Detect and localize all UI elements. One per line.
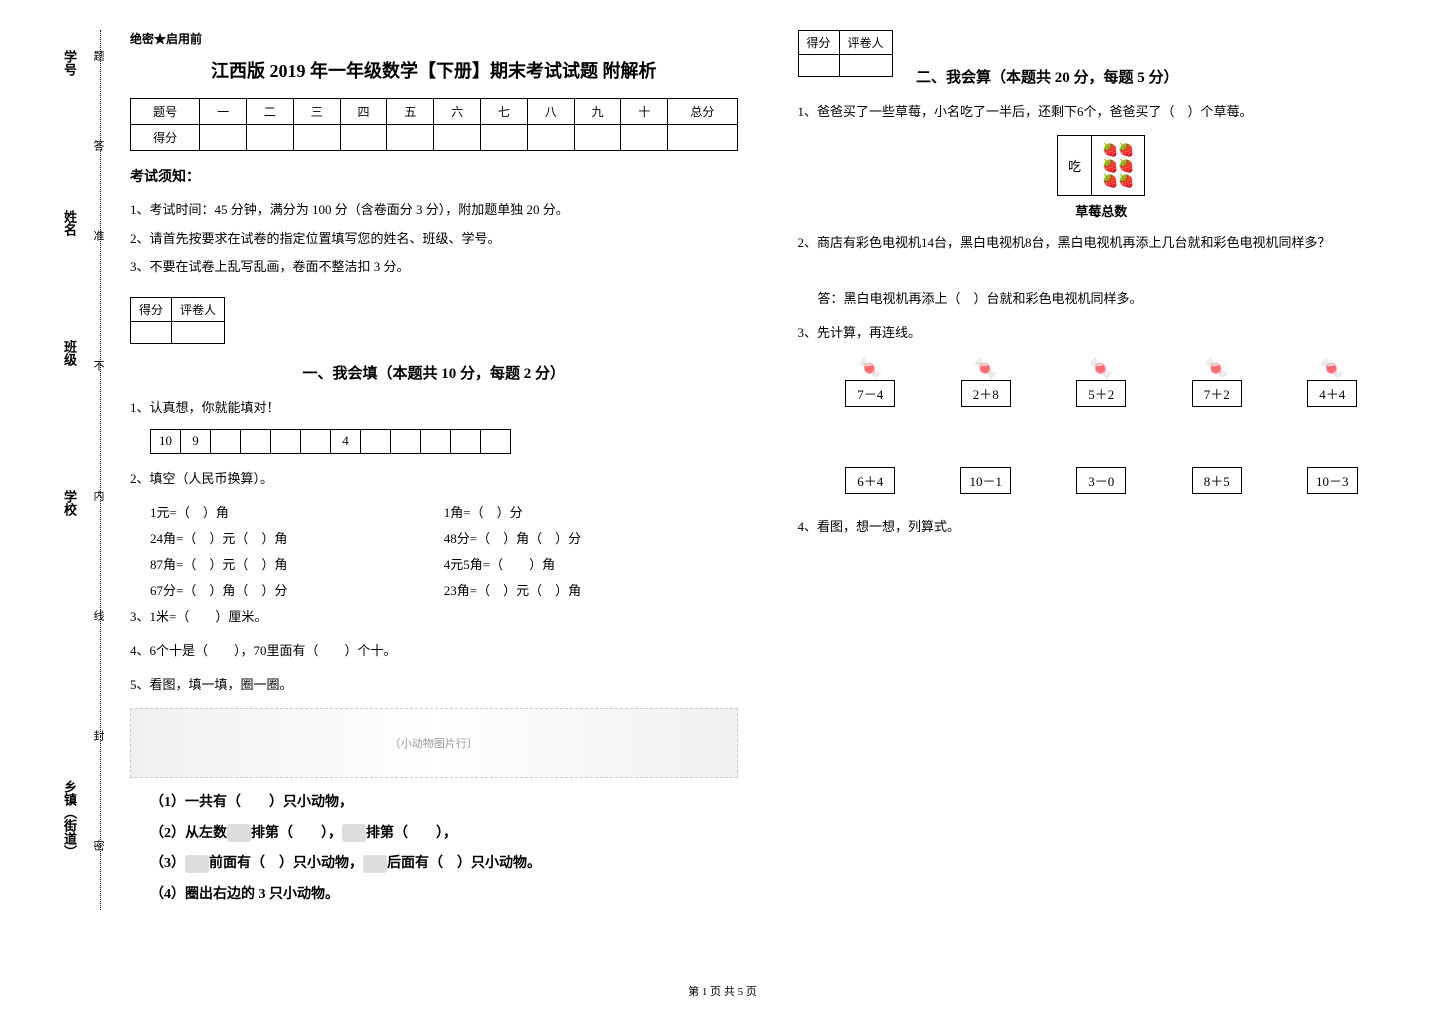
q1-4: 4、6个十是（ ），70里面有（ ）个十。 (130, 638, 738, 664)
grader-box-2: 得分 评卷人 (798, 30, 893, 77)
instructions-list: 1、考试时间：45 分钟，满分为 100 分（含卷面分 3 分），附加题单独 2… (130, 196, 738, 282)
marker-feng: 封 (90, 730, 106, 741)
page-footer: 第 1 页 共 5 页 (0, 983, 1445, 999)
sidebar-label-school: 学校 (60, 490, 79, 516)
money-item: 1角=（ ）分 (444, 500, 738, 526)
marker-da: 答 (90, 140, 106, 151)
match-top-row: 🍬 7－4 🍬 2＋8 🍬 5＋2 🍬 7＋2 🍬 4＋4 (818, 356, 1386, 407)
q1-1: 1、认真想，你就能填对！ (130, 395, 738, 421)
instruction-item: 1、考试时间：45 分钟，满分为 100 分（含卷面分 3 分），附加题单独 2… (130, 196, 738, 225)
marker-ti: 题 (90, 50, 106, 61)
match-item: 10－3 (1280, 467, 1386, 494)
marker-mi: 密 (90, 840, 106, 851)
animals-image: 〔小动物图片行〕 (130, 708, 738, 778)
sidebar-label-class: 班级 (60, 340, 79, 366)
q2-2-answer: 答：黑白电视机再添上（ ）台就和彩色电视机同样多。 (818, 286, 1406, 312)
candy-icon: 🍬 (1280, 356, 1386, 380)
score-table: 题号 一 二 三 四 五 六 七 八 九 十 总分 得分 (130, 98, 738, 151)
match-item: 🍬 4＋4 (1280, 356, 1386, 407)
money-conversion-grid: 1元=（ ）角 1角=（ ）分 24角=（ ）元（ ）角 48分=（ ）角（ ）… (150, 500, 738, 604)
strawberry-total-label: 草莓总数 (798, 201, 1406, 220)
money-item: 23角=（ ）元（ ）角 (444, 578, 738, 604)
eat-cell: 吃 (1058, 136, 1092, 196)
candy-icon: 🍬 (1049, 356, 1155, 380)
match-item: 🍬 2＋8 (933, 356, 1039, 407)
match-item: 8＋5 (1164, 467, 1270, 494)
animal-icon (185, 855, 209, 873)
match-item: 🍬 5＋2 (1049, 356, 1155, 407)
q2-3: 3、先计算，再连线。 (798, 320, 1406, 346)
money-item: 48分=（ ）角（ ）分 (444, 526, 738, 552)
q1-5-sub3: （3）前面有（ ）只小动物，后面有（ ）只小动物。 (150, 849, 738, 880)
marker-xian: 线 (90, 610, 106, 621)
strawberry-icons: 🍓🍓 🍓🍓 🍓🍓 (1092, 136, 1145, 196)
money-item: 4元5角=（ ）角 (444, 552, 738, 578)
money-item: 87角=（ ）元（ ）角 (150, 552, 444, 578)
instructions-title: 考试须知： (130, 166, 738, 186)
q1-2: 2、填空（人民币换算）。 (130, 466, 738, 492)
sidebar-label-name: 姓名 (60, 210, 79, 236)
q1-5-sub4: （4）圈出右边的 3 只小动物。 (150, 880, 738, 911)
strawberry-diagram: 吃 🍓🍓 🍓🍓 🍓🍓 草莓总数 (798, 135, 1406, 220)
q2-4: 4、看图，想一想，列算式。 (798, 514, 1406, 540)
money-item: 67分=（ ）角（ ）分 (150, 578, 444, 604)
animal-icon (227, 824, 251, 842)
q2-1: 1、爸爸买了一些草莓，小名吃了一半后，还剩下6个，爸爸买了（ ）个草莓。 (798, 99, 1406, 125)
q1-5-sub1: （1）一共有（ ）只小动物， (150, 788, 738, 819)
money-item: 1元=（ ）角 (150, 500, 444, 526)
instruction-item: 3、不要在试卷上乱写乱画，卷面不整洁扣 3 分。 (130, 253, 738, 282)
match-item: 6＋4 (818, 467, 924, 494)
marker-nei: 内 (90, 490, 106, 501)
match-item: 3－0 (1049, 467, 1155, 494)
score-value-row: 得分 (131, 125, 738, 151)
marker-zhun: 准 (90, 230, 106, 241)
q1-5: 5、看图，填一填，圈一圈。 (130, 672, 738, 698)
fill-sequence-table: 10 9 4 (150, 429, 511, 454)
match-bottom-row: 6＋4 10－1 3－0 8＋5 10－3 (818, 467, 1386, 494)
candy-icon: 🍬 (1164, 356, 1270, 380)
money-item: 24角=（ ）元（ ）角 (150, 526, 444, 552)
instruction-item: 2、请首先按要求在试卷的指定位置填写您的姓名、班级、学号。 (130, 225, 738, 254)
sidebar-label-id: 学号 (60, 50, 79, 76)
candy-icon: 🍬 (933, 356, 1039, 380)
marker-bu: 不 (90, 360, 106, 371)
match-connection-space[interactable] (798, 417, 1406, 457)
section2-title: 二、我会算（本题共 20 分，每题 5 分） (916, 66, 1179, 87)
q1-5-sub2: （2）从左数排第（ ），排第（ ）， (150, 819, 738, 850)
animal-icon (342, 824, 366, 842)
fold-line (100, 30, 101, 910)
match-item: 🍬 7＋2 (1164, 356, 1270, 407)
q2-2: 2、商店有彩色电视机14台，黑白电视机8台，黑白电视机再添上几台就和彩色电视机同… (798, 230, 1406, 256)
secret-label: 绝密★启用前 (130, 30, 738, 47)
section1-title: 一、我会填（本题共 10 分，每题 2 分） (130, 362, 738, 383)
q1-3: 3、1米=（ ）厘米。 (130, 604, 738, 630)
score-header-row: 题号 一 二 三 四 五 六 七 八 九 十 总分 (131, 99, 738, 125)
sidebar-label-town: 乡镇（街道） (60, 780, 79, 858)
match-item: 10－1 (933, 467, 1039, 494)
animal-icon (363, 855, 387, 873)
exam-title: 江西版 2019 年一年级数学【下册】期末考试试题 附解析 (130, 57, 738, 83)
grader-box: 得分 评卷人 (130, 297, 225, 344)
match-item: 🍬 7－4 (818, 356, 924, 407)
candy-icon: 🍬 (818, 356, 924, 380)
